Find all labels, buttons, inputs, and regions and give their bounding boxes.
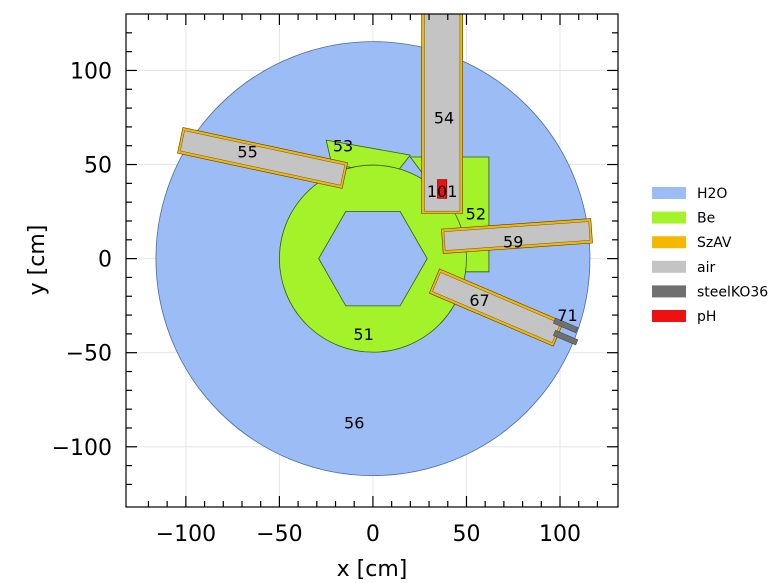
steel-insert-71: [552, 317, 579, 334]
beam-channels: [177, 14, 593, 347]
y-tick-label: −50: [66, 342, 112, 367]
x-tick-labels: −100 −50 0 50 100: [156, 522, 581, 547]
legend-label-air: air: [697, 260, 715, 276]
legend-swatch-ph: [652, 310, 686, 322]
y-tick-labels: −100 −50 0 50 100: [52, 59, 112, 460]
region-label-55: 55: [237, 142, 257, 161]
region-label-101: 101: [427, 182, 458, 201]
legend-swatch-steelko36: [652, 285, 686, 298]
geometry-regions: 56 51 52 53 54 55 59 67 71 101: [155, 14, 593, 477]
region-label-67: 67: [469, 291, 489, 310]
region-label-71: 71: [557, 306, 577, 325]
legend-swatch-szav: [652, 236, 686, 249]
y-tick-label: 100: [70, 59, 112, 84]
x-tick-label: 100: [539, 522, 581, 547]
y-tick-label: −100: [52, 436, 112, 461]
y-axis-title: y [cm]: [25, 225, 50, 296]
region-label-53: 53: [333, 137, 353, 156]
x-tick-label: −50: [256, 522, 302, 547]
steel-insert-71: [552, 329, 579, 346]
axis-ticks: [126, 14, 618, 507]
region-label-51: 51: [353, 325, 373, 344]
y-tick-label: 50: [84, 154, 112, 179]
region-label-52: 52: [466, 204, 486, 223]
plot-frame: [125, 13, 619, 508]
legend-label-steelko36: steelKO36: [697, 284, 768, 300]
region-labels: 56 51 52 53 54 55 59 67 71 101: [237, 108, 577, 432]
legend-label-h2o: H2O: [697, 186, 727, 202]
legend-swatch-be: [652, 211, 686, 224]
region-label-59: 59: [503, 233, 523, 252]
channel-54-air: [424, 14, 461, 212]
legend-swatch-h2o: [652, 187, 686, 199]
region-label-56: 56: [344, 413, 364, 432]
x-tick-label: −100: [156, 522, 216, 547]
channel-59-air: [443, 221, 591, 251]
x-tick-label: 0: [366, 522, 380, 547]
legend-label-szav: SzAV: [697, 235, 732, 251]
y-tick-label: 0: [98, 248, 112, 273]
water-pool-56: [155, 41, 591, 477]
legend: H2O Be SzAV air steelKO36 pH: [652, 186, 768, 325]
legend-label-be: Be: [697, 211, 715, 227]
legend-swatch-air: [652, 260, 686, 273]
legend-label-ph: pH: [697, 309, 716, 325]
x-axis-title: x [cm]: [337, 557, 408, 582]
ph-sample-101: [437, 179, 448, 199]
x-tick-label: 50: [452, 522, 480, 547]
channel-55-air: [180, 130, 346, 186]
region-label-54: 54: [434, 108, 454, 127]
